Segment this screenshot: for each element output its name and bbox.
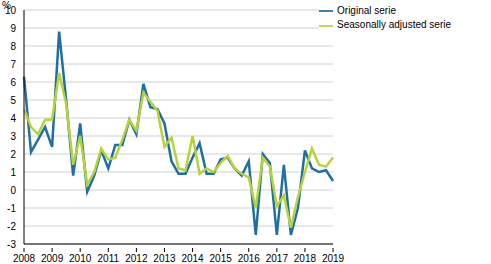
svg-text:4: 4 — [10, 113, 16, 124]
svg-text:2011: 2011 — [98, 253, 120, 264]
svg-text:1: 1 — [10, 167, 16, 178]
svg-text:9: 9 — [10, 23, 16, 34]
html-text:Seasonally adjusted serie: Seasonally adjusted serie — [337, 19, 451, 31]
svg-text:2015: 2015 — [210, 253, 233, 264]
svg-text:0: 0 — [10, 185, 16, 196]
svg-text:2018: 2018 — [294, 253, 317, 264]
html-text:Original serie: Original serie — [337, 5, 396, 16]
svg-text:7: 7 — [10, 59, 16, 70]
svg-text:2019: 2019 — [322, 253, 345, 264]
svg-text:-2: -2 — [7, 221, 16, 232]
svg-text:2010: 2010 — [69, 253, 92, 264]
svg-text:2012: 2012 — [125, 253, 148, 264]
svg-text:8: 8 — [10, 41, 16, 52]
svg-text:2: 2 — [10, 149, 16, 160]
svg-text:2017: 2017 — [266, 253, 289, 264]
svg-text:-3: -3 — [7, 239, 16, 250]
svg-text:2009: 2009 — [41, 253, 64, 264]
svg-text:2013: 2013 — [153, 253, 176, 264]
svg-text:2014: 2014 — [181, 253, 204, 264]
svg-text:10: 10 — [5, 5, 17, 16]
svg-text:2016: 2016 — [238, 253, 261, 264]
svg-text:5: 5 — [10, 95, 16, 106]
svg-text:3: 3 — [10, 131, 16, 142]
svg-text:6: 6 — [10, 77, 16, 88]
svg-text:2008: 2008 — [13, 253, 36, 264]
svg-text:-1: -1 — [7, 203, 16, 214]
